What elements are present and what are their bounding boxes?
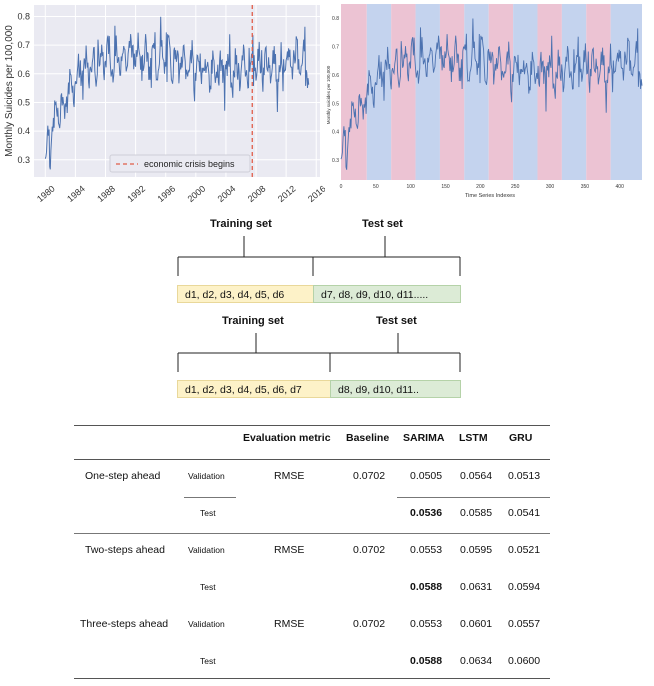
test-data-box-2: d8, d9, d10, d11.. — [330, 380, 461, 398]
chart2-xtick-label: 0 — [340, 184, 343, 190]
chart2-ytick-label: 0.4 — [332, 130, 339, 136]
chart2-ytick-label: 0.6 — [332, 73, 339, 79]
chart1-ytick-label: 0.5 — [17, 97, 30, 107]
baseline-cell: 0.0702 — [353, 544, 386, 556]
gru-cell: 0.0521 — [508, 544, 541, 556]
chart1-ytick-label: 0.8 — [17, 11, 30, 21]
chart2-xtick-label: 300 — [546, 184, 555, 190]
chart2-xtick-label: 50 — [373, 184, 379, 190]
group-rule — [74, 533, 550, 534]
gru-cell: 0.0513 — [508, 470, 541, 482]
header-baseline: Baseline — [346, 432, 390, 444]
chart1-legend: economic crisis begins — [109, 154, 251, 173]
group-name: Three-steps ahead — [80, 618, 169, 630]
chart1-legend-label: economic crisis begins — [144, 159, 235, 169]
split-label: Test — [200, 508, 216, 518]
chart2-xtick-label: 200 — [476, 184, 485, 190]
chart2-period-band — [537, 4, 562, 180]
split-label: Validation — [188, 619, 225, 629]
chart2-period-band — [366, 4, 392, 180]
chart2-xtick-label: 350 — [581, 184, 590, 190]
gru-cell: 0.0557 — [508, 618, 541, 630]
header-sarima: SARIMA — [403, 432, 445, 444]
header-gru: GRU — [509, 432, 533, 444]
chart2-xtick-label: 250 — [511, 184, 520, 190]
chart2-period-band — [464, 4, 489, 180]
split-label: Validation — [188, 471, 225, 481]
split-bracket-2 — [177, 333, 461, 372]
group-name: Two-steps ahead — [85, 544, 165, 556]
chart2-series-line — [340, 18, 643, 170]
sarima-cell-best: 0.0536 — [410, 507, 443, 519]
chart2-xtick-label: 150 — [441, 184, 450, 190]
table-header-rule — [74, 459, 550, 460]
model-rule — [397, 497, 550, 498]
chart2-period-band — [488, 4, 514, 180]
chart1-plot-area — [34, 5, 320, 177]
chart2-period-band — [439, 4, 465, 180]
chart2-ylabel: Monthly suicides per 100,000 — [326, 65, 331, 124]
gru-cell: 0.0541 — [508, 507, 541, 519]
chart2-period-band — [415, 4, 440, 180]
lstm-cell: 0.0595 — [460, 544, 493, 556]
chart2-ytick-label: 0.7 — [332, 45, 339, 51]
metric-cell: RMSE — [274, 618, 305, 630]
baseline-cell: 0.0702 — [353, 470, 386, 482]
chart1-ytick-label: 0.4 — [17, 126, 30, 136]
baseline-cell: 0.0702 — [353, 618, 386, 630]
train-data-box-2: d1, d2, d3, d4, d5, d6, d7 — [177, 380, 331, 398]
chart2-ytick-label: 0.3 — [332, 158, 339, 164]
table-bottom-rule — [74, 678, 550, 679]
training-set-label-2: Training set — [222, 315, 284, 327]
test-set-label-1: Test set — [362, 218, 403, 230]
lstm-cell: 0.0564 — [460, 470, 493, 482]
split-bracket-1 — [177, 236, 461, 276]
gru-cell: 0.0594 — [508, 581, 541, 593]
chart2-xtick-label: 100 — [407, 184, 416, 190]
header-lstm: LSTM — [459, 432, 488, 444]
train-data-box-1: d1, d2, d3, d4, d5, d6 — [177, 285, 314, 303]
chart1-ytick-label: 0.6 — [17, 69, 30, 79]
lstm-cell: 0.0634 — [460, 655, 493, 667]
chart2-xtick-label: 400 — [616, 184, 625, 190]
sarima-cell-best: 0.0588 — [410, 655, 443, 667]
split-label: Test — [200, 656, 216, 666]
suicide-rate-chart: 0.30.40.50.60.70.8 1980 1984 1988 1992 1996 2… — [4, 5, 325, 204]
group-name: One-step ahead — [85, 470, 161, 482]
training-set-label-1: Training set — [210, 218, 272, 230]
metric-cell: RMSE — [274, 470, 305, 482]
chart2-ytick-label: 0.5 — [332, 101, 339, 107]
chart2-period-band — [513, 4, 538, 180]
chart1-ytick-label: 0.7 — [17, 40, 30, 50]
test-set-label-2: Test set — [376, 315, 417, 327]
sarima-cell-best: 0.0588 — [410, 581, 443, 593]
chart2-period-band — [561, 4, 587, 180]
chart1-series-line — [44, 16, 310, 170]
chart2-ytick-label: 0.8 — [332, 16, 339, 22]
test-data-box-1: d7, d8, d9, d10, d11..... — [313, 285, 461, 303]
sarima-cell: 0.0553 — [410, 618, 443, 630]
table-top-rule — [74, 425, 550, 426]
sarima-cell: 0.0505 — [410, 470, 443, 482]
split-label: Test — [200, 582, 216, 592]
split-rule — [184, 497, 236, 498]
lstm-cell: 0.0585 — [460, 507, 493, 519]
time-series-split-chart: 0.3 0.4 0.5 0.6 0.7 0.8 0 50 100 150 200 250 300 350… — [326, 4, 643, 199]
header-evaluation-metric: Evaluation metric — [243, 432, 331, 444]
chart2-xlabel: Time Series Indexes — [465, 193, 515, 199]
chart1-ytick-label: 0.3 — [17, 155, 30, 165]
lstm-cell: 0.0601 — [460, 618, 493, 630]
chart2-period-band — [610, 4, 642, 180]
chart2-period-band — [391, 4, 416, 180]
lstm-cell: 0.0631 — [460, 581, 493, 593]
metric-cell: RMSE — [274, 544, 305, 556]
gru-cell: 0.0600 — [508, 655, 541, 667]
sarima-cell: 0.0553 — [410, 544, 443, 556]
chart1-ylabel: Monthly Suicides per 100,000 — [4, 25, 15, 157]
split-label: Validation — [188, 545, 225, 555]
